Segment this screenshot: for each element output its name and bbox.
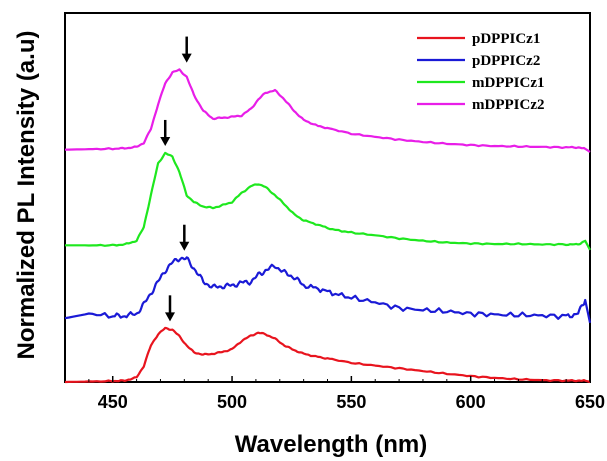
peak-arrow-pDPPICz1 [165, 295, 175, 322]
legend-entry-mDPPICz2: mDPPICz2 [472, 97, 544, 113]
legend: pDPPICz1 pDPPICz2 mDPPICz1 mDPPICz2 [417, 31, 544, 113]
x-tick-label: 450 [98, 392, 128, 412]
x-tick-label: 500 [217, 392, 247, 412]
x-tick-label: 550 [336, 392, 366, 412]
series-layer [64, 68, 592, 384]
legend-entry-pDPPICz1: pDPPICz1 [472, 31, 540, 47]
series-line-pDPPICz2 [64, 256, 592, 324]
annotation-layer [160, 36, 192, 322]
x-tick-labels: 450 500 550 600 650 [88, 376, 605, 412]
y-axis-label: Normalized PL Intensity (a.u) [13, 31, 40, 360]
series-line-mDPPICz2 [64, 68, 591, 153]
series-line-mDPPICz1 [65, 151, 591, 251]
legend-entry-pDPPICz2: pDPPICz2 [472, 53, 540, 69]
legend-entry-mDPPICz1: mDPPICz1 [472, 75, 544, 91]
x-axis-label: Wavelength (nm) [235, 431, 427, 458]
peak-arrow-mDPPICz2 [181, 36, 192, 63]
x-tick-label: 600 [456, 392, 486, 412]
peak-arrow-pDPPICz2 [179, 224, 190, 251]
peak-arrow-mDPPICz1 [160, 119, 171, 146]
x-tick-label: 650 [575, 392, 605, 412]
series-line-pDPPICz1 [64, 326, 591, 384]
